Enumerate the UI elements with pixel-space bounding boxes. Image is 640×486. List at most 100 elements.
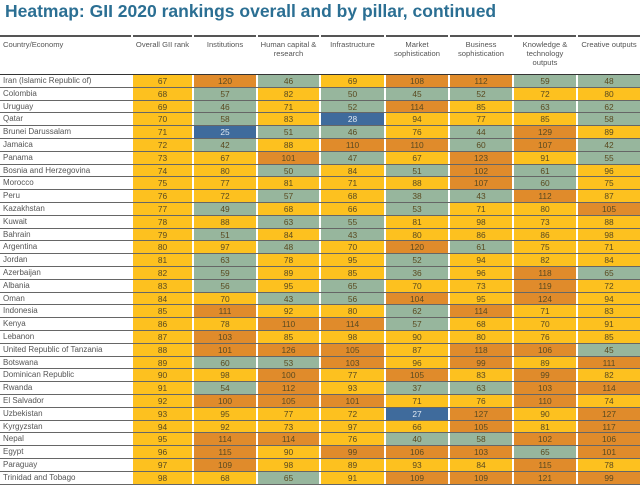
heatmap-cell: 103: [514, 382, 576, 394]
heatmap-cell: 76: [133, 190, 192, 202]
heatmap-cell: 99: [514, 369, 576, 382]
heatmap-cell: 115: [514, 458, 576, 471]
heatmap-cell: 69: [133, 100, 192, 113]
heatmap-cell: 50: [258, 164, 319, 177]
heatmap-cell: 77: [258, 407, 319, 420]
heatmap-cell: 25: [194, 126, 256, 138]
heatmap-cell: 97: [194, 241, 256, 254]
heatmap-cell: 59: [514, 75, 576, 87]
heatmap-cell: 63: [258, 215, 319, 228]
heatmap-cell: 82: [578, 369, 640, 382]
heatmap-cell: 118: [514, 266, 576, 279]
heatmap-cell: 96: [450, 266, 512, 279]
table-row: Azerbaijan 82 59 89 85 36 96 118 65: [0, 266, 640, 280]
heatmap-cell: 88: [258, 138, 319, 151]
heatmap-cell: 124: [514, 292, 576, 305]
heatmap-cell: 80: [133, 241, 192, 254]
heatmap-cell: 91: [133, 382, 192, 394]
heatmap-cell: 74: [578, 394, 640, 407]
heatmap-cell: 84: [133, 292, 192, 305]
heatmap-cell: 61: [514, 164, 576, 177]
heatmap-cell: 65: [578, 266, 640, 279]
heatmap-cell: 85: [450, 100, 512, 113]
heatmap-cell: 97: [133, 458, 192, 471]
country-name: Iran (Islamic Republic of): [3, 76, 92, 85]
heatmap-cell: 96: [133, 446, 192, 458]
heatmap-cell: 56: [321, 292, 384, 305]
heatmap-cell: 48: [578, 75, 640, 87]
heatmap-cell: 74: [133, 164, 192, 177]
heatmap-cell: 60: [194, 356, 256, 369]
table-row: Argentina 80 97 48 70 120 61 75 71: [0, 241, 640, 255]
heatmap-cell: 70: [194, 292, 256, 305]
heatmap-cell: 55: [578, 151, 640, 164]
heatmap-cell: 83: [133, 279, 192, 292]
country-name: Argentina: [3, 242, 38, 252]
country-name: Albania: [3, 280, 30, 290]
country-name: Lebanon: [3, 331, 35, 341]
country-name: Trinidad and Tobago: [3, 472, 76, 482]
heatmap-cell: 55: [321, 215, 384, 228]
heatmap-cell: 95: [194, 407, 256, 420]
heatmap-cell: 84: [258, 228, 319, 241]
heatmap-cell: 51: [258, 126, 319, 138]
heatmap-cell: 91: [514, 151, 576, 164]
table-row: Lebanon 87 103 85 98 90 80 76 85: [0, 330, 640, 344]
heatmap-cell: 83: [450, 369, 512, 382]
column-header: Institutions: [194, 35, 256, 73]
country-name: Colombia: [3, 88, 37, 98]
country-name: Kenya: [3, 319, 26, 329]
heatmap-cell: 115: [194, 446, 256, 458]
heatmap-cell: 85: [578, 330, 640, 343]
heatmap-cell: 82: [133, 266, 192, 279]
heatmap-cell: 53: [386, 202, 448, 215]
heatmap-cell: 106: [578, 433, 640, 446]
heatmap-cell: 86: [514, 228, 576, 241]
heatmap-cell: 103: [194, 330, 256, 343]
heatmap-cell: 72: [133, 138, 192, 151]
heatmap-cell: 77: [321, 369, 384, 382]
country-name: Jamaica: [3, 139, 33, 149]
heatmap-cell: 52: [321, 100, 384, 113]
heatmap-cell: 94: [133, 420, 192, 433]
country-name: Uruguay: [3, 101, 34, 111]
heatmap-cell: 97: [321, 420, 384, 433]
heatmap-cell: 90: [258, 446, 319, 458]
heatmap-cell: 110: [386, 138, 448, 151]
heatmap-cell: 76: [321, 433, 384, 446]
heatmap-cell: 105: [258, 394, 319, 407]
heatmap-cell: 91: [578, 318, 640, 330]
heatmap-cell: 59: [194, 266, 256, 279]
heatmap-cell: 70: [514, 318, 576, 330]
heatmap-cell: 60: [450, 138, 512, 151]
heatmap-cell: 57: [194, 87, 256, 100]
heatmap-cell: 79: [133, 228, 192, 241]
heatmap-cell: 46: [321, 126, 384, 138]
heatmap-cell: 71: [133, 126, 192, 138]
table-row: Morocco 75 77 81 71 88 107 60 75: [0, 177, 640, 191]
heatmap-cell: 85: [321, 266, 384, 279]
country-name: El Salvador: [3, 395, 44, 405]
table-row: Uzbekistan 93 95 77 72 27 127 90 127: [0, 407, 640, 421]
heatmap-cell: 36: [386, 266, 448, 279]
country-name: Nepal: [3, 434, 24, 444]
country-name: Brunei Darussalam: [3, 127, 72, 137]
heatmap-cell: 114: [258, 433, 319, 446]
country-name: Kazakhstan: [3, 203, 45, 213]
heatmap-cell: 52: [386, 254, 448, 266]
table-row: Nepal 95 114 114 76 40 58 102 106: [0, 433, 640, 447]
heatmap-cell: 87: [133, 330, 192, 343]
heatmap-cell: 109: [386, 471, 448, 484]
heatmap-cell: 92: [194, 420, 256, 433]
heatmap-cell: 87: [578, 190, 640, 202]
country-name: Egypt: [3, 447, 24, 457]
heatmap-cell: 67: [133, 75, 192, 87]
table-row: Qatar 70 58 83 28 94 77 85 58: [0, 113, 640, 127]
heatmap-cell: 123: [450, 151, 512, 164]
heatmap-cell: 84: [450, 458, 512, 471]
heatmap-cell: 112: [258, 382, 319, 394]
table-row: Egypt 96 115 90 99 106 103 65 101: [0, 446, 640, 459]
heatmap-cell: 77: [133, 202, 192, 215]
table-row: Bosnia and Herzegovina 74 80 50 84 51 102 61 96: [0, 164, 640, 178]
heatmap-cell: 114: [321, 318, 384, 330]
